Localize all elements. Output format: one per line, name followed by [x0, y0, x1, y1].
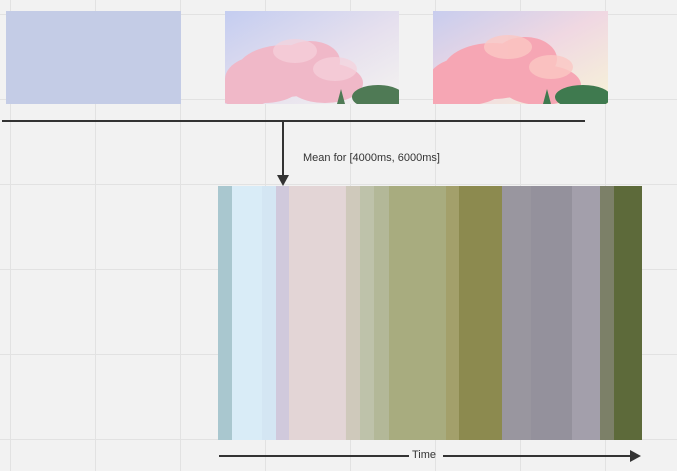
color-stripe [275, 186, 289, 440]
color-stripe [501, 186, 531, 440]
color-stripe [218, 186, 232, 440]
color-stripe [614, 186, 643, 440]
color-stripe [600, 186, 615, 440]
color-stripe [572, 186, 601, 440]
color-stripe [345, 186, 347, 440]
frame-1-image [6, 11, 181, 104]
frames-timeline-line [2, 120, 585, 122]
color-stripe [389, 186, 446, 440]
time-label: Time [412, 449, 437, 461]
color-stripe [261, 186, 276, 440]
frame-3-image [433, 11, 608, 104]
video-frame-1 [6, 11, 181, 104]
mean-connector-line [282, 121, 284, 177]
mean-label: Mean for [4000ms, 6000ms] [303, 152, 440, 164]
color-stripe [288, 186, 346, 440]
mean-arrowhead [277, 175, 289, 186]
video-frame-3 [433, 11, 608, 104]
time-axis-arrow [219, 450, 641, 462]
mean-color-strip [218, 186, 643, 440]
color-stripe [346, 186, 361, 440]
color-stripe [458, 186, 502, 440]
color-stripe [374, 186, 390, 440]
video-frame-2 [225, 11, 399, 104]
color-stripe [445, 186, 459, 440]
color-stripe [530, 186, 573, 440]
color-stripe [231, 186, 262, 440]
color-stripe [360, 186, 375, 440]
frame-2-image [225, 11, 399, 104]
